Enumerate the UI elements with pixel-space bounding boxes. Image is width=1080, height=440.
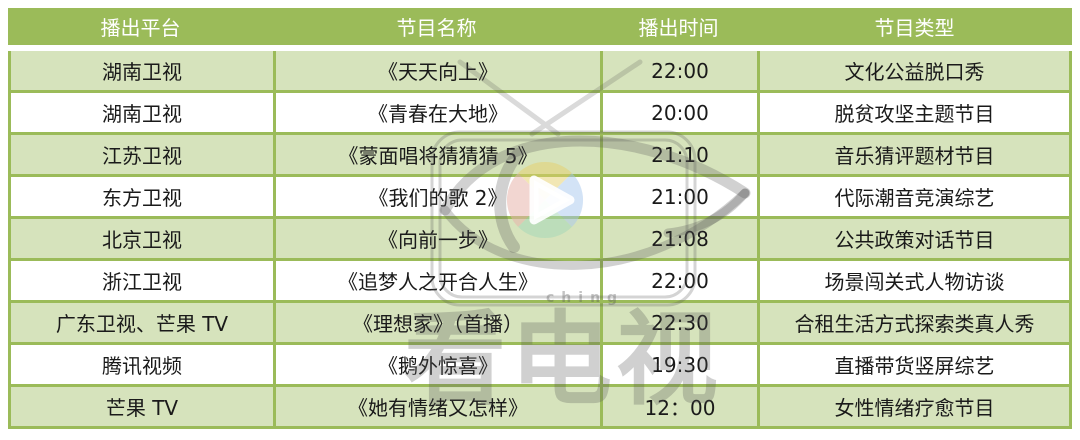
cell-type: 代际潮音竞演综艺 (757, 177, 1069, 216)
table-row: 芒果 TV 《她有情绪又怎样》 12：00 女性情绪疗愈节目 (11, 384, 1069, 426)
cell-program: 《向前一步》 (273, 219, 600, 258)
cell-time: 12：00 (600, 387, 757, 426)
cell-program: 《鹅外惊喜》 (273, 345, 600, 384)
table-row: 江苏卫视 《蒙面唱将猜猜猜 5》 21:10 音乐猜评题材节目 (11, 132, 1069, 174)
table-row: 北京卫视 《向前一步》 21:08 公共政策对话节目 (11, 216, 1069, 258)
cell-platform: 腾讯视频 (102, 354, 182, 378)
cell-platform: 江苏卫视 (102, 144, 182, 168)
cell-type: 脱贫攻坚主题节目 (757, 93, 1069, 132)
table-body: 湖南卫视 《天天向上》 22:00 文化公益脱口秀 湖南卫视 《青春在大地》 2… (8, 51, 1072, 429)
header-cell-platform: 播出平台 (100, 16, 181, 40)
header-cell-type: 节目类型 (874, 16, 955, 40)
table-row: 东方卫视 《我们的歌 2》 21:00 代际潮音竞演综艺 (11, 174, 1069, 216)
header-cell-program: 节目名称 (396, 16, 477, 40)
header-cell-time: 播出时间 (638, 16, 719, 40)
cell-program: 《天天向上》 (273, 51, 600, 90)
cell-platform: 湖南卫视 (102, 60, 182, 84)
cell-program: 《理想家》（首播） (273, 303, 600, 342)
cell-type: 场景闯关式人物访谈 (757, 261, 1069, 300)
cell-platform: 北京卫视 (102, 228, 182, 252)
cell-platform: 浙江卫视 (102, 270, 182, 294)
cell-time: 21:10 (600, 135, 757, 174)
header-body-divider (8, 45, 1072, 51)
cell-platform: 广东卫视、芒果 TV (55, 312, 229, 336)
cell-platform: 芒果 TV (105, 396, 179, 420)
cell-type: 直播带货竖屏综艺 (757, 345, 1069, 384)
cell-program: 《青春在大地》 (273, 93, 600, 132)
cell-program: 《她有情绪又怎样》 (273, 387, 600, 426)
cell-type: 合租生活方式探索类真人秀 (757, 303, 1069, 342)
cell-program: 《我们的歌 2》 (273, 177, 600, 216)
table-row: 湖南卫视 《天天向上》 22:00 文化公益脱口秀 (11, 51, 1069, 90)
program-schedule-table: 播出平台 节目名称 播出时间 节目类型 湖南卫视 《天天向上》 22:00 文化… (8, 8, 1072, 429)
table-row: 腾讯视频 《鹅外惊喜》 19:30 直播带货竖屏综艺 (11, 342, 1069, 384)
cell-program: 《蒙面唱将猜猜猜 5》 (273, 135, 600, 174)
cell-time: 21:08 (600, 219, 757, 258)
cell-time: 22:30 (600, 303, 757, 342)
table-row: 浙江卫视 《追梦人之开合人生》 22:00 场景闯关式人物访谈 (11, 258, 1069, 300)
cell-time: 21:00 (600, 177, 757, 216)
cell-time: 19:30 (600, 345, 757, 384)
cell-program: 《追梦人之开合人生》 (273, 261, 600, 300)
cell-time: 22:00 (600, 261, 757, 300)
cell-type: 音乐猜评题材节目 (757, 135, 1069, 174)
cell-type: 公共政策对话节目 (757, 219, 1069, 258)
cell-type: 文化公益脱口秀 (757, 51, 1069, 90)
table-row: 广东卫视、芒果 TV 《理想家》（首播） 22:30 合租生活方式探索类真人秀 (11, 300, 1069, 342)
table-row: 湖南卫视 《青春在大地》 20:00 脱贫攻坚主题节目 (11, 90, 1069, 132)
cell-time: 22:00 (600, 51, 757, 90)
cell-platform: 湖南卫视 (102, 102, 182, 126)
cell-platform: 东方卫视 (102, 186, 182, 210)
table-header-row: 播出平台 节目名称 播出时间 节目类型 (8, 8, 1072, 45)
cell-type: 女性情绪疗愈节目 (757, 387, 1069, 426)
cell-time: 20:00 (600, 93, 757, 132)
